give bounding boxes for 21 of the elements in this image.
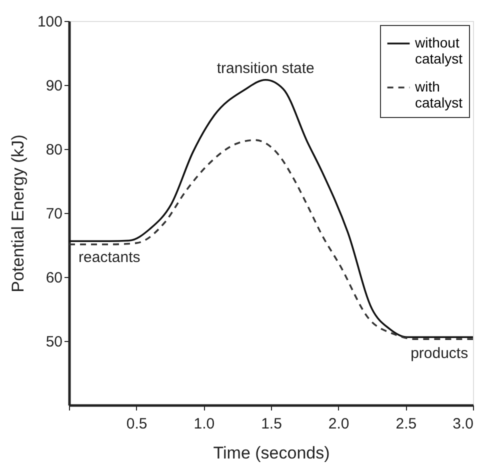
y-tick-label: 60: [46, 270, 62, 286]
annotation: reactants: [78, 249, 140, 266]
x-tick-label: 2.0: [328, 416, 350, 432]
y-tick-label: 100: [37, 14, 62, 30]
y-tick-label: 90: [46, 78, 62, 94]
y-tick-label: 50: [46, 334, 62, 350]
legend-label: with catalyst: [414, 78, 463, 110]
x-tick-label: 1.5: [261, 416, 282, 432]
y-tick-label: 70: [46, 206, 62, 222]
x-tick-label: 1.0: [194, 416, 215, 432]
y-tick-label: 80: [46, 142, 62, 158]
annotation: products: [410, 345, 468, 362]
line-series: [68, 78, 474, 338]
x-tick-label: 2.5: [396, 416, 417, 432]
x-axis-title: Time (seconds): [213, 444, 330, 462]
x-tick-label: 0.5: [126, 416, 148, 432]
line-series: [68, 139, 474, 340]
annotation: transition state: [216, 60, 314, 77]
x-tick-label: 3.0: [452, 416, 474, 432]
y-axis-title: Potential Energy (kJ): [8, 134, 28, 292]
legend-label: without catalyst: [414, 34, 463, 66]
